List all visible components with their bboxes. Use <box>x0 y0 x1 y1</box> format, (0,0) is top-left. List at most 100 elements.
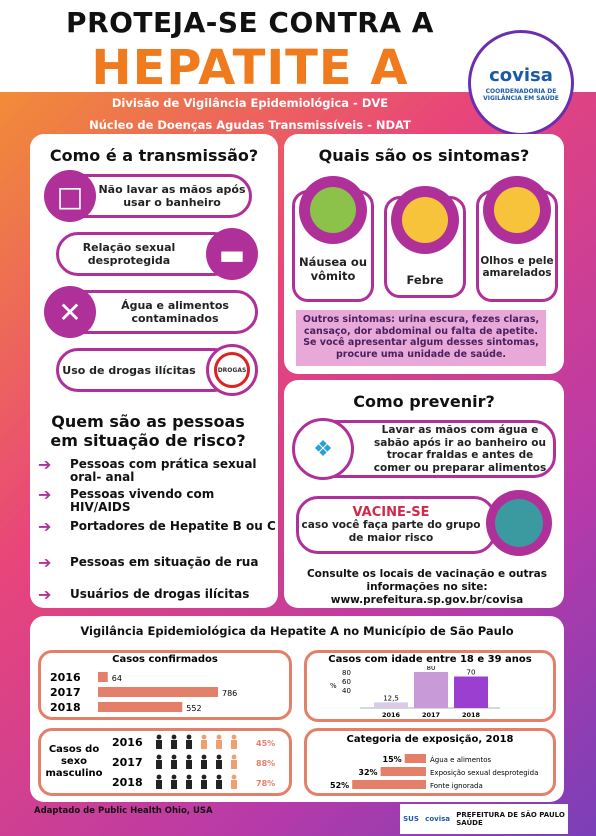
person-icon <box>156 734 162 740</box>
person-icon <box>201 774 207 780</box>
risk-item-label: Pessoas com prática sexual oral- anal <box>70 457 257 484</box>
person-icon <box>201 754 207 760</box>
confirmed-chart: 2016 64 2017 786 2018 552 <box>50 671 237 714</box>
age-bar <box>374 702 408 708</box>
person-body-icon <box>201 780 207 789</box>
confirmed-value-label: 64 <box>112 674 122 683</box>
risk-item: ➔ Pessoas em situação de rua <box>38 553 278 572</box>
title-line1: PROTEJA-SE CONTRA A <box>66 6 434 39</box>
prevent-vaccine: VACINE-SE caso você faça parte do grupo … <box>296 496 496 554</box>
prevent-wash-text: Lavar as mãos com água e sabão após ir a… <box>373 424 547 474</box>
age-tick-label: 80 <box>342 669 351 677</box>
person-body-icon <box>231 760 237 769</box>
arrow-icon: ➔ <box>38 517 52 536</box>
person-icon <box>171 754 177 760</box>
consult-text: Consulte os locais de vacinação e outras… <box>306 568 548 593</box>
symptoms-note: Outros sintomas: urina escura, fezes cla… <box>296 310 546 366</box>
handwash-icon: ❖ <box>292 418 354 480</box>
risk-item: ➔ Pessoas com prática sexual oral- anal <box>38 457 278 484</box>
person-body-icon <box>201 740 207 749</box>
person-body-icon <box>216 780 222 789</box>
person-icon <box>201 734 207 740</box>
person-body-icon <box>171 740 177 749</box>
title-line2: HEPATITE A <box>91 40 409 96</box>
risk-item-label: Portadores de Hepatite B ou C <box>70 519 276 533</box>
person-body-icon <box>171 760 177 769</box>
age-value-label: 12,5 <box>383 694 399 702</box>
fork-knife-icon: ✕ <box>44 286 96 338</box>
person-body-icon <box>216 760 222 769</box>
age-bar <box>454 676 488 708</box>
nausea-face-icon <box>299 176 367 244</box>
exposure-pct-label: 32% <box>358 768 377 777</box>
covisa-logo-text: covisa <box>489 64 553 86</box>
risk-item-label: Pessoas vivendo com HIV/AIDS <box>70 487 215 514</box>
jaundice-face-icon <box>483 176 551 244</box>
transmission-item-label: Uso de drogas ilícitas <box>62 363 196 377</box>
person-body-icon <box>231 740 237 749</box>
risk-item-label: Pessoas em situação de rua <box>70 555 259 569</box>
male-pct-label: 45% <box>256 739 275 748</box>
exposure-chart: 15% Água e alimentos 32% Exposição sexual d… <box>330 754 538 790</box>
risk-item: ➔ Pessoas vivendo com HIV/AIDS <box>38 485 278 514</box>
person-body-icon <box>156 760 162 769</box>
transmission-item-label: Relação sexual desprotegida <box>82 241 176 267</box>
person-body-icon <box>216 740 222 749</box>
person-body-icon <box>231 780 237 789</box>
exposure-bar <box>404 754 426 763</box>
age-unit-label: % <box>330 682 337 690</box>
confirmed-bar <box>98 687 218 697</box>
exposure-category-label: Exposição sexual desprotegida <box>430 769 538 777</box>
symptom-label: Olhos e pele amarelados <box>480 255 554 279</box>
male-year-label: 2016 <box>112 736 143 749</box>
covisa-logo-subtext: COORDENADORIA DE VIGILÂNCIA EM SAÚDE <box>483 87 559 102</box>
exposure-pct-label: 52% <box>330 781 349 790</box>
age-tick-label: 60 <box>342 678 351 686</box>
risk-item: ➔ Usuários de drogas ilícitas <box>38 587 278 603</box>
exposure-pct-label: 15% <box>383 755 402 764</box>
symptom-label: Náusea ou vômito <box>298 255 368 283</box>
person-body-icon <box>186 760 192 769</box>
vaccine-text: caso você faça parte do grupo de maior r… <box>301 518 481 544</box>
toilet-icon: □ <box>44 170 96 222</box>
person-icon <box>216 774 222 780</box>
male-chart: 2016 45% 2017 88% 2018 78% <box>112 734 275 789</box>
subtitle-ndat: Núcleo de Doenças Agudas Transmissíveis … <box>89 118 411 132</box>
confirmed-year-label: 2017 <box>50 686 81 699</box>
prefeitura-text: PREFEITURA DE SÃO PAULO <box>456 811 565 819</box>
vaccine-title: VACINE-SE <box>352 504 430 520</box>
person-body-icon <box>156 740 162 749</box>
person-icon <box>156 774 162 780</box>
saude-text: SAÚDE <box>456 819 483 827</box>
person-icon <box>156 754 162 760</box>
transmission-item-label: Não lavar as mãos após usar o banheiro <box>98 183 246 209</box>
exposure-title: Categoria de exposição, 2018 <box>346 734 514 745</box>
confirmed-value-label: 786 <box>222 689 237 698</box>
transmission-heading: Como é a transmissão? <box>49 146 259 165</box>
person-body-icon <box>201 760 207 769</box>
arrow-icon: ➔ <box>38 485 52 504</box>
age-year-label: 2018 <box>462 711 481 719</box>
exposure-box <box>304 728 556 796</box>
male-pct-label: 78% <box>256 779 275 788</box>
risk-item-label: Usuários de drogas ilícitas <box>70 587 250 601</box>
exposure-bar <box>380 767 426 776</box>
transmission-item-sex: Relação sexual desprotegida <box>56 232 236 276</box>
confirmed-title: Casos confirmados <box>112 654 218 665</box>
confirmed-year-label: 2016 <box>50 671 81 684</box>
exposure-category-label: Fonte ignorada <box>430 782 483 790</box>
site-link[interactable]: www.prefeitura.sp.gov.br/covisa <box>330 594 524 606</box>
transmission-item-label: Água e alimentos contaminados <box>121 299 229 325</box>
exposure-category-label: Água e alimentos <box>430 755 491 764</box>
bed-icon: ▬ <box>206 228 258 280</box>
arrow-icon: ➔ <box>38 553 52 572</box>
person-icon <box>171 774 177 780</box>
subtitle-dve: Divisão de Vigilância Epidemiológica - D… <box>111 96 389 110</box>
footer-logos: SUS covisa PREFEITURA DE SÃO PAULO SAÚDE <box>400 804 568 834</box>
age-year-label: 2017 <box>422 711 440 719</box>
fever-face-icon <box>391 186 459 254</box>
drugs-label: DROGAS <box>214 352 250 388</box>
person-icon <box>186 734 192 740</box>
prevent-heading: Como prevenir? <box>353 392 495 411</box>
